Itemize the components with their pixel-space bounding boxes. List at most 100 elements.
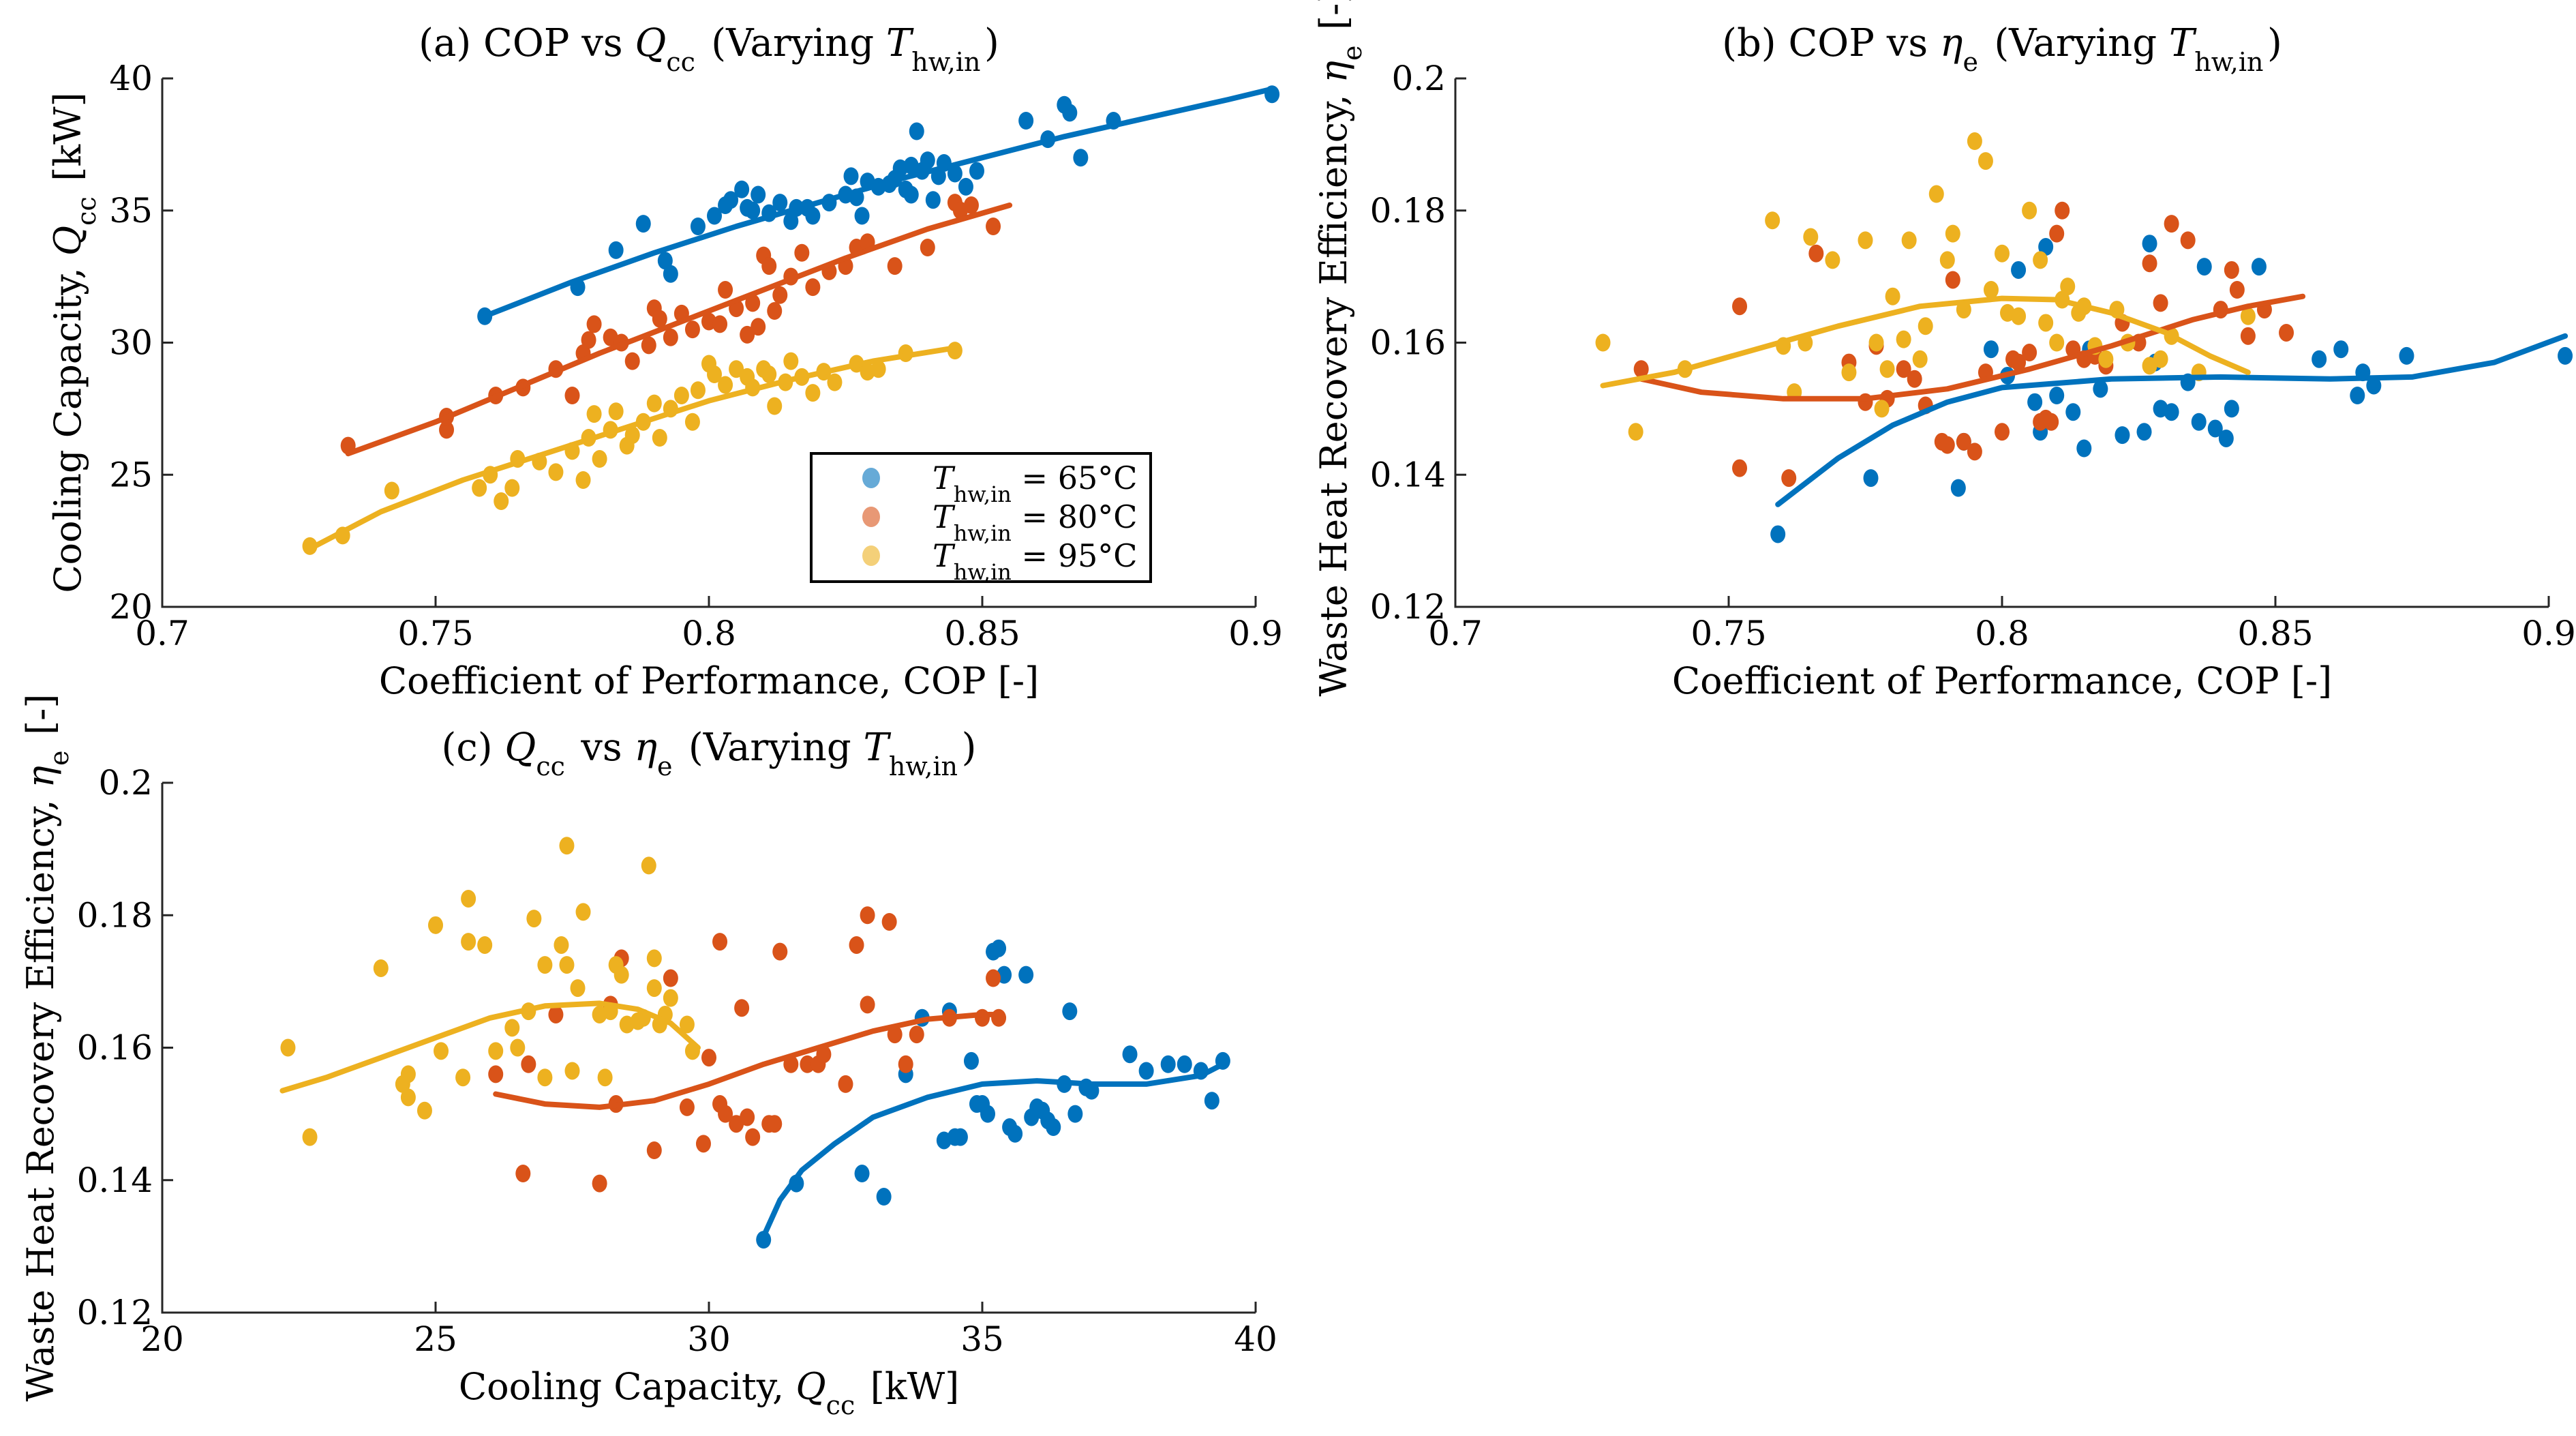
y-tick-label: 0.12: [1370, 587, 1446, 627]
data-point: [1062, 104, 1078, 122]
data-point: [564, 1062, 580, 1080]
data-point: [827, 373, 843, 391]
x-tick-label: 0.75: [397, 614, 473, 653]
fit-curve-a-0: [482, 86, 1275, 319]
data-point: [1896, 360, 1911, 378]
data-point: [2164, 215, 2179, 233]
data-point: [772, 286, 788, 304]
data-point: [646, 1141, 662, 1160]
data-point: [2136, 423, 2152, 441]
data-point: [2044, 413, 2059, 431]
data-point: [488, 1065, 504, 1083]
data-point: [903, 185, 919, 204]
data-point: [772, 194, 788, 212]
data-point: [575, 903, 591, 921]
y-axis-label: Cooling Capacity, Qcc [kW]: [46, 92, 102, 593]
data-point: [1939, 436, 1955, 454]
data-point: [494, 492, 509, 510]
data-point: [2224, 260, 2239, 279]
data-point: [597, 1068, 613, 1087]
x-tick-label: 30: [687, 1319, 731, 1359]
fit-curve-a-1: [345, 203, 1013, 457]
data-point: [920, 239, 935, 256]
data-point: [684, 320, 700, 339]
data-point: [2312, 350, 2327, 368]
data-point: [963, 1051, 979, 1070]
data-point: [718, 1105, 733, 1123]
data-point: [1901, 231, 1917, 250]
data-point: [805, 278, 821, 297]
data-point: [761, 365, 777, 383]
axes-frame: [161, 78, 1256, 608]
data-point: [1983, 340, 1999, 359]
data-point: [1595, 333, 1611, 352]
data-point: [1879, 360, 1895, 378]
fit-curve-c-0: [761, 1061, 1226, 1240]
fit-curve-c-2: [279, 1000, 701, 1094]
data-point: [684, 413, 700, 431]
data-point: [1983, 281, 1999, 299]
data-point: [909, 1026, 924, 1044]
data-point: [2038, 238, 2054, 256]
data-point: [2060, 278, 2076, 296]
fit-curve-b-1: [1638, 293, 2306, 402]
data-point: [428, 916, 443, 934]
data-point: [1945, 271, 1960, 289]
data-point: [701, 1049, 716, 1067]
data-point: [302, 1128, 318, 1146]
data-point: [1732, 459, 1748, 477]
y-tick-label: 0.18: [77, 895, 153, 935]
data-point: [887, 257, 903, 275]
data-point: [635, 215, 651, 233]
data-point: [1825, 251, 1840, 269]
data-point: [925, 191, 941, 209]
panels: 0.7 0.75 0.8 0.85 0.9 20 25 30 35 40 (a) COP vs Qc…: [19, 0, 2576, 1420]
data-point: [1073, 149, 1089, 167]
data-point: [2366, 376, 2382, 395]
data-point: [991, 1008, 1007, 1027]
y-tick-label: 25: [109, 455, 153, 494]
data-point: [952, 1128, 968, 1146]
data-point: [805, 207, 821, 225]
data-point: [1062, 1002, 1078, 1021]
data-point: [1912, 350, 1928, 368]
data-point: [767, 302, 783, 320]
data-point: [384, 481, 399, 500]
data-point: [1918, 317, 1933, 335]
data-point: [843, 167, 859, 185]
data-point: [1628, 423, 1643, 441]
x-tick-label: 20: [140, 1319, 184, 1359]
y-tick-label: 0.2: [1391, 59, 1446, 98]
data-point: [663, 265, 678, 283]
y-tick-label: 0.12: [77, 1293, 153, 1332]
data-point: [986, 218, 1001, 235]
data-point: [1138, 1062, 1154, 1080]
data-point: [783, 352, 799, 370]
data-point: [2011, 353, 2027, 372]
data-point: [1956, 301, 1971, 319]
data-point: [1995, 244, 2010, 263]
data-point: [537, 1068, 553, 1087]
data-point: [1160, 1055, 1176, 1073]
data-point: [663, 989, 678, 1007]
chart-title: (b) COP vs ηe (Varying Thw,in ): [1722, 21, 2282, 77]
data-point: [920, 151, 935, 170]
data-point: [461, 933, 476, 951]
data-point: [646, 949, 662, 968]
chart-panel-a: 0.7 0.75 0.8 0.85 0.9 20 25 30 35 40 (a) COP vs Qc…: [46, 21, 1283, 702]
data-point: [712, 315, 728, 333]
chart-title: (a) COP vs Qcc (Varying Thw,in ): [419, 21, 999, 77]
data-point: [1995, 423, 2010, 441]
data-point: [756, 1231, 772, 1249]
data-point: [690, 381, 706, 400]
data-point: [860, 906, 875, 925]
data-point: [2038, 314, 2054, 332]
data-point: [1967, 443, 1982, 461]
data-point: [2224, 400, 2239, 418]
x-axis-label: Cooling Capacity, Qcc [kW]: [459, 1365, 959, 1420]
data-point: [641, 336, 656, 355]
data-point: [586, 405, 602, 423]
data-point: [745, 294, 761, 312]
y-tick-label: 0.18: [1370, 191, 1446, 230]
